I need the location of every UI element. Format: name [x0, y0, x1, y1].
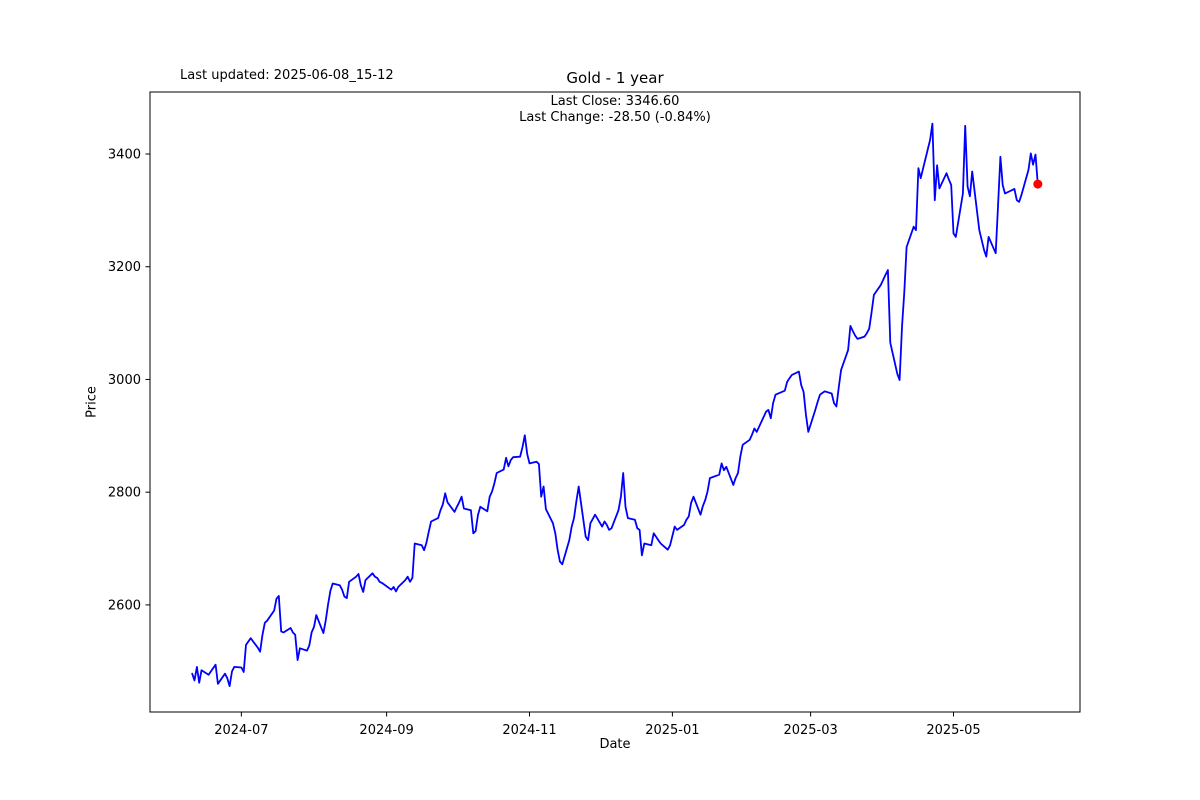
- chart-title: Gold - 1 year: [566, 69, 664, 87]
- x-tick-label: 2025-03: [783, 723, 837, 738]
- last-close-annotation: Last Close: 3346.60 Last Change: -28.50 …: [150, 94, 1080, 126]
- y-tick-label: 3000: [108, 373, 141, 388]
- price-line: [191, 122, 1039, 687]
- axes-frame: [149, 91, 1081, 713]
- last-close-text: Last Close: 3346.60: [550, 94, 680, 109]
- x-tick-label: 2024-09: [359, 723, 413, 738]
- x-axis-label: Date: [599, 737, 631, 752]
- y-tick-label: 2800: [108, 486, 141, 501]
- last-change-text: Last Change: -28.50 (-0.84%): [519, 110, 711, 125]
- y-tick-label: 3400: [108, 148, 141, 163]
- x-tick-label: 2024-11: [502, 723, 556, 738]
- x-tick-label: 2025-05: [926, 723, 980, 738]
- y-tick-label: 3200: [108, 260, 141, 275]
- last-updated-text: Last updated: 2025-06-08_15-12: [180, 68, 394, 83]
- x-tick-label: 2024-07: [214, 723, 268, 738]
- y-tick-label: 2600: [108, 598, 141, 613]
- last-close-marker: [1033, 179, 1043, 189]
- x-tick-label: 2025-01: [645, 723, 699, 738]
